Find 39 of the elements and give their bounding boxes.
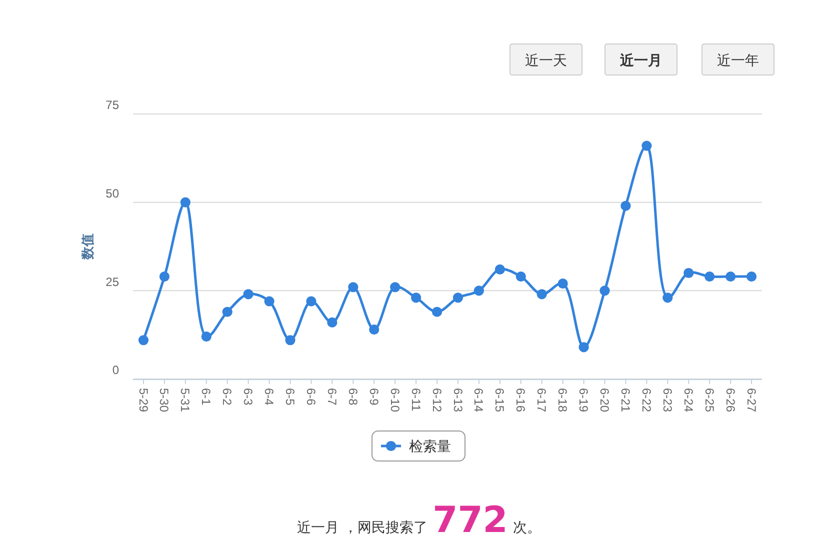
x-tick-label: 5-30 [157,388,172,412]
x-tick-label: 6-15 [492,388,507,412]
button: 近一月 [604,44,678,76]
button: 近一天 [510,44,582,76]
x-tick-label: 6-26 [723,388,738,412]
x-tick-label: 5-31 [178,388,192,412]
y-tick-label: 75 [106,98,120,112]
x-tick-label: 6-8 [346,388,360,406]
x-tick-label: 6-20 [598,388,612,412]
x-tick-label: 6-9 [366,388,381,406]
x-tick-label: 6-19 [576,388,591,412]
legend-label: 检索量 [409,439,451,455]
x-tick-label: 6-22 [639,388,654,412]
x-tick-label: 6-1 [199,388,214,406]
y-tick-label: 25 [106,274,120,289]
x-tick-label: 6-2 [220,388,234,406]
x-tick-label: 6-18 [556,388,570,412]
y-tick-label: 50 [106,186,120,201]
x-tick-label: 6-4 [262,388,276,406]
x-tick-label: 6-25 [702,388,716,412]
x-tick-label: 6-7 [324,388,339,406]
x-tick-label: 6-11 [408,388,423,412]
x-tick-label: 6-16 [514,388,528,412]
x-tick-label: 6-17 [534,388,549,412]
y-tick-label: 0 [112,363,120,378]
x-tick-label: 6-6 [304,388,318,406]
x-tick-label: 6-14 [472,388,486,412]
x-tick-label: 5-29 [136,388,150,412]
x-tick-label: 6-12 [430,388,444,412]
y-axis-title: 数值 [81,234,96,260]
x-tick-label: 6-23 [660,388,674,412]
x-tick-label: 6-5 [283,388,298,406]
x-tick-label: 6-13 [450,388,465,412]
x-tick-label: 6-21 [618,388,633,412]
x-tick-label: 6-27 [744,388,758,412]
x-tick-label: 6-24 [681,388,696,412]
x-tick-label: 6-3 [241,388,256,406]
x-tick-label: 6-10 [388,388,402,412]
button: 近一年 [702,44,774,76]
